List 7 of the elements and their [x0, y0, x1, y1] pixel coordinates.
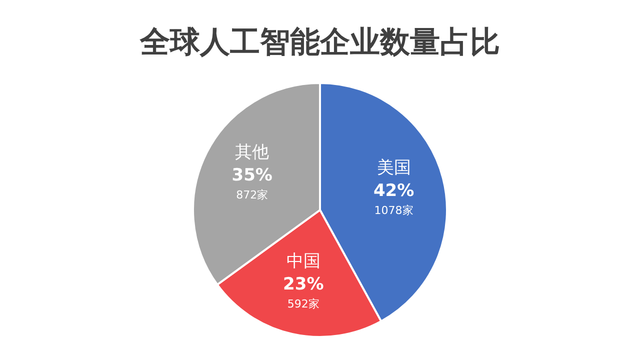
slice-label: 美国: [376, 158, 411, 178]
slice-label: 中国: [286, 251, 320, 272]
chart-title: 全球人工智能企业数量占比: [139, 25, 500, 60]
slice-label: 其他: [235, 142, 270, 162]
data-label: 42% 1078家: [373, 181, 414, 218]
data-label: 23% 592家: [283, 274, 324, 310]
data-label: 35% 872家: [232, 165, 272, 202]
